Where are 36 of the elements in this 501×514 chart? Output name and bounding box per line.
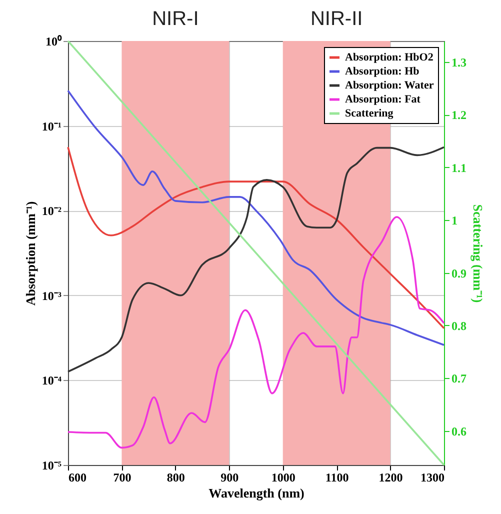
legend-label: Absorption: Water bbox=[345, 80, 434, 92]
x-tick-label: 1100 bbox=[325, 470, 349, 484]
legend-label: Absorption: Hb bbox=[345, 66, 420, 78]
legend-label: Absorption: Fat bbox=[345, 94, 421, 106]
y2-tick-label: 1.3 bbox=[452, 56, 466, 70]
y2-axis-title: Scattering (mm⁻¹) bbox=[470, 204, 486, 303]
legend-label: Absorption: HbO2 bbox=[345, 52, 434, 64]
y2-tick-label: 0.7 bbox=[452, 372, 466, 386]
line-series bbox=[67, 216, 445, 449]
y2-tick-label: 0.6 bbox=[452, 424, 466, 438]
legend-label: Scattering bbox=[345, 108, 394, 120]
y2-tick-label: 1.2 bbox=[452, 108, 466, 122]
y2-tick-label: 1.1 bbox=[452, 160, 466, 175]
x-tick-label: 700 bbox=[113, 470, 132, 484]
y-tick-label: 10⁻⁵ bbox=[42, 458, 62, 472]
band-label: NIR-II bbox=[310, 8, 363, 30]
y-axis-title: Absorption (mm⁻¹) bbox=[22, 201, 38, 306]
band-label: NIR-I bbox=[152, 8, 199, 30]
x-tick-label: 600 bbox=[68, 470, 86, 484]
x-tick-label: 1000 bbox=[271, 470, 296, 484]
x-tick-label: 900 bbox=[220, 470, 239, 484]
y-tick-label: 10⁰ bbox=[46, 34, 62, 48]
line-series bbox=[67, 90, 445, 346]
x-tick-label: 1300 bbox=[420, 470, 444, 484]
y2-tick-label: 0.8 bbox=[452, 318, 466, 333]
x-tick-label: 1200 bbox=[378, 470, 403, 484]
line-series bbox=[67, 146, 445, 330]
y2-tick-label: 1 bbox=[452, 214, 458, 228]
line-series bbox=[67, 146, 445, 373]
x-axis-title: Wavelength (nm) bbox=[208, 486, 304, 500]
x-tick-label: 800 bbox=[166, 470, 185, 484]
y-tick-label: 10⁻³ bbox=[42, 288, 62, 303]
y-tick-label: 10⁻² bbox=[42, 204, 62, 218]
y-tick-label: 10⁻¹ bbox=[42, 119, 62, 134]
y-tick-label: 10⁻⁴ bbox=[42, 374, 62, 388]
y2-tick-label: 0.9 bbox=[452, 266, 466, 280]
